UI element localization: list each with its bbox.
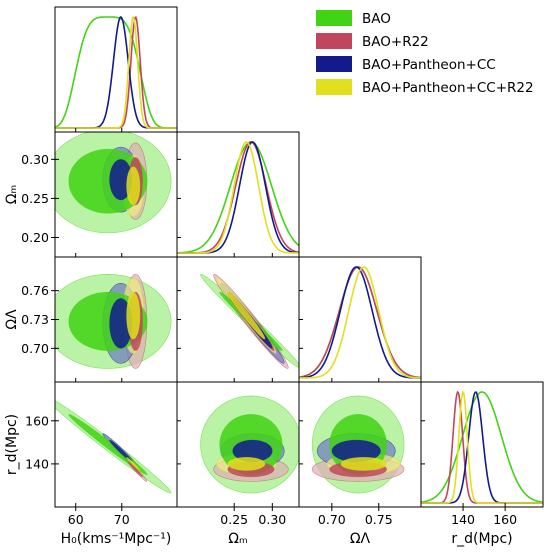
posterior-curve-bao-pantheon-cc (299, 266, 421, 379)
contour-1sigma-bao (68, 414, 148, 475)
x-axis-label-Om: Ωₘ (228, 531, 247, 547)
contour-panel-Om-OL (200, 273, 299, 369)
contour-panel-H0-Om (55, 132, 172, 234)
posterior-curve-bao-pantheon-cc-r22 (299, 266, 421, 379)
y-tick-label: 0.25 (21, 191, 49, 206)
contour-1sigma-bao-pantheon-cc-r22 (126, 291, 141, 340)
legend-label: BAO+Pantheon+CC+R22 (362, 80, 534, 96)
legend-label: BAO (362, 11, 391, 27)
legend: BAO BAO+R22 BAO+Pantheon+CC BAO+Pantheon+CC… (316, 10, 534, 96)
contour-1sigma-bao-pantheon-cc-r22 (126, 166, 141, 206)
posterior-curve-bao (55, 16, 177, 129)
legend-swatch (316, 33, 352, 49)
legend-swatch (316, 79, 352, 95)
posterior-curve-bao-pantheon-cc (55, 16, 177, 129)
posterior-curve-bao-pantheon-cc-r22 (177, 141, 299, 254)
contour-1sigma-bao-pantheon-cc (109, 298, 133, 349)
legend-swatch (316, 56, 352, 72)
posterior-panel-rd (421, 390, 543, 504)
x-tick-label: 60 (68, 512, 84, 527)
y-tick-label: 140 (25, 456, 49, 471)
posterior-curve-bao-pantheon-cc-r22 (421, 390, 543, 504)
contour-panel-H0-rd (55, 400, 172, 494)
contour-panel-OL-rd (311, 395, 405, 494)
y-tick-label: 0.20 (21, 230, 49, 245)
contour-panel-H0-OL (55, 274, 172, 369)
y-tick-label: 160 (25, 413, 49, 428)
x-tick-label: 0.30 (258, 512, 286, 527)
y-axis-label-OL: ΩΛ (4, 309, 20, 330)
legend-swatch (316, 10, 352, 26)
posterior-curve-bao (299, 266, 421, 379)
contour-1sigma-bao-pantheon-cc-r22 (340, 457, 387, 471)
y-tick-label: 0.73 (21, 312, 49, 327)
y-tick-label: 0.70 (21, 341, 49, 356)
x-axis-label-rd: r_d(Mpc) (451, 531, 512, 547)
x-tick-label: 0.75 (365, 512, 393, 527)
contour-1sigma-bao-pantheon-cc-r22 (126, 457, 141, 471)
posterior-curve-bao-pantheon-cc (421, 391, 543, 504)
posterior-panel-Om (177, 141, 299, 254)
x-tick-label: 160 (493, 512, 517, 527)
contour-1sigma-bao-pantheon-cc (109, 159, 133, 201)
contour-1sigma-bao-pantheon-cc-r22 (227, 291, 266, 340)
x-tick-label: 0.70 (318, 512, 346, 527)
contour-panel-Om-rd (200, 395, 299, 494)
panel-frame (54, 6, 178, 133)
x-axis-label-OL: ΩΛ (350, 531, 371, 547)
legend-label: BAO+Pantheon+CC (362, 57, 496, 73)
posterior-curve-bao-r22 (421, 390, 543, 504)
x-tick-label: 70 (114, 512, 130, 527)
posterior-panel-H0 (55, 15, 177, 129)
x-tick-label: 0.25 (220, 512, 248, 527)
posterior-panel-OL (299, 266, 421, 379)
panel-frame (420, 381, 544, 508)
posterior-curve-bao (421, 391, 543, 504)
y-tick-label: 0.76 (21, 283, 49, 298)
legend-label: BAO+R22 (362, 34, 429, 50)
y-tick-label: 0.30 (21, 152, 49, 167)
x-axis-label-H0: H₀(kms⁻¹Mpc⁻¹) (61, 531, 172, 547)
contour-1sigma-bao-pantheon-cc-r22 (227, 457, 266, 471)
posterior-curve-bao-r22 (299, 266, 421, 379)
panel-frame (298, 256, 422, 383)
y-axis-label-rd: r_d(Mpc) (4, 414, 20, 475)
y-axis-label-Om: Ωₘ (4, 185, 20, 204)
x-tick-label: 140 (451, 512, 475, 527)
